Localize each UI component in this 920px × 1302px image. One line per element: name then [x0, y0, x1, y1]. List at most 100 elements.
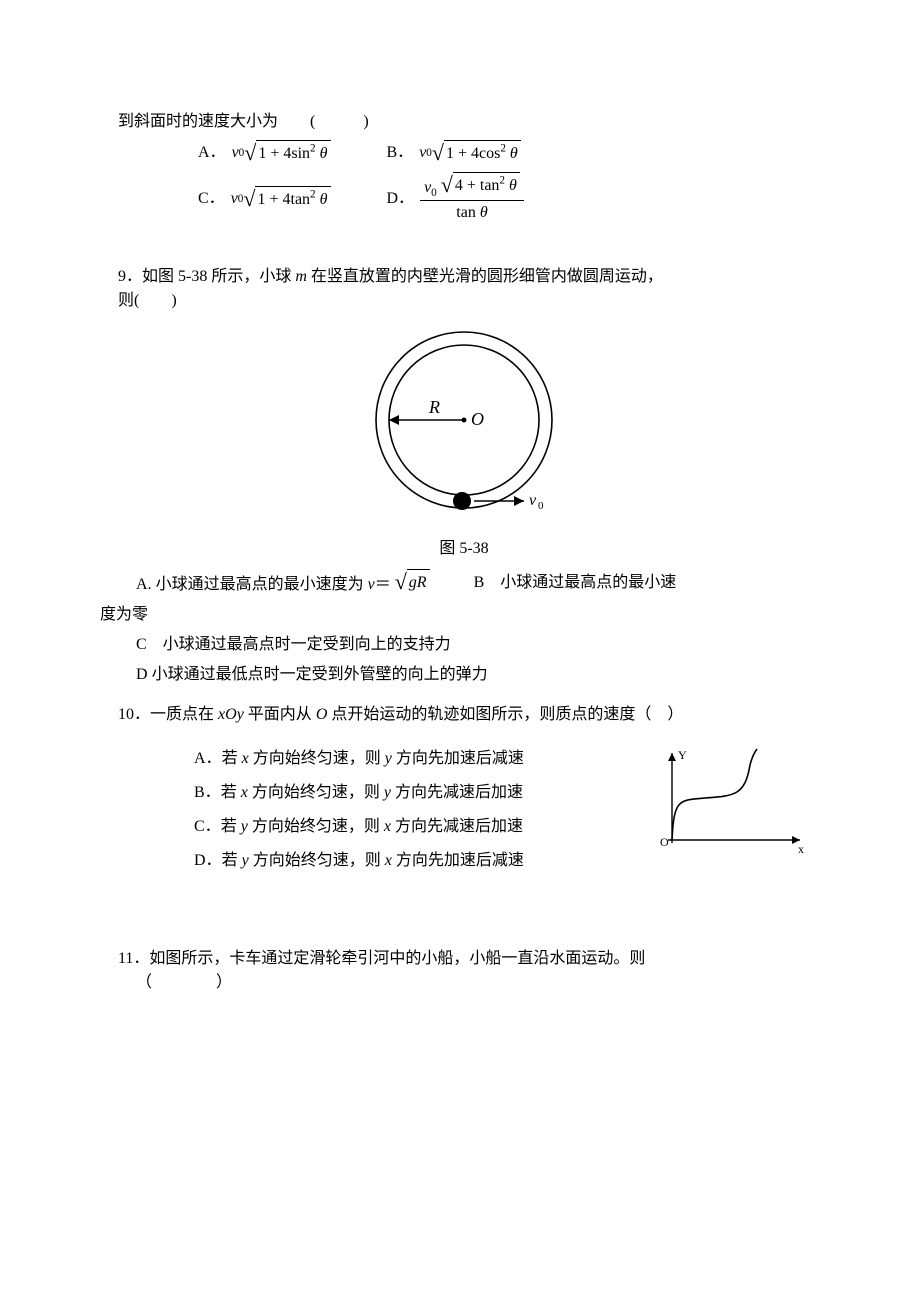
- q9-opt-a-eq: ＝: [375, 576, 391, 593]
- q10-xoy: xOy: [218, 706, 244, 723]
- q10-number: 10．: [118, 706, 150, 723]
- q9-opt-b-prefix: B: [474, 574, 485, 591]
- frag-opt-d-den-arg: θ: [480, 204, 488, 221]
- q10-graph-o: O: [660, 835, 669, 849]
- q10-graph-y: Y: [678, 748, 687, 762]
- q9-opt-a-v: v: [368, 576, 375, 593]
- frag-opt-b-sup: 2: [500, 143, 506, 155]
- frag-opt-c-radprefix: 1 + 4: [257, 191, 290, 208]
- q10-opt-d-x: x: [385, 852, 392, 869]
- q10-opt-d-text-a: 若: [222, 852, 242, 869]
- q9-opt-a-prefix: A.: [136, 576, 152, 593]
- q10-graph: O x Y: [650, 745, 810, 863]
- frag-opt-a-label: A．: [198, 141, 226, 165]
- frag-opt-d-den-func: tan: [456, 204, 476, 221]
- frag-opts-row1: A． v0 √ 1 + 4sin2 θ B． v0 √ 1 + 4cos2 θ: [198, 140, 810, 166]
- q9-opt-c-prefix: C: [136, 636, 147, 653]
- fig-label-v0-v: v: [529, 492, 537, 509]
- q10-text-b: 平面内从: [244, 706, 316, 723]
- q9-line2: 则( ): [118, 289, 810, 313]
- frag-opt-a-func: sin: [291, 145, 310, 162]
- q10-opt-a: A．若 x 方向始终匀速，则 y 方向先加速后减速: [194, 747, 630, 771]
- q10-opt-c-text-c: 方向先减速后加速: [391, 818, 523, 835]
- q9-text-b: 在竖直放置的内壁光滑的圆形细管内做圆周运动，: [307, 268, 663, 285]
- q10-graph-x: x: [798, 842, 804, 855]
- q10-opt-c-y: y: [241, 818, 248, 835]
- frag-opt-c-sqrt: √ 1 + 4tan2 θ: [243, 186, 330, 212]
- q9-opt-row-ab: A. 小球通过最高点的最小速度为 v＝ √gR B 小球通过最高点的最小速: [136, 569, 810, 597]
- q9-opt-a-text: 小球通过最高点的最小速度为: [152, 576, 364, 593]
- frag-opt-c-func: tan: [291, 191, 311, 208]
- q10-opt-b-y: y: [384, 784, 391, 801]
- frag-opt-b-func: cos: [479, 145, 500, 162]
- frag-opt-d-num-radprefix: 4 +: [455, 177, 480, 194]
- fig-label-O: O: [471, 409, 484, 429]
- q10-opt-c: C．若 y 方向始终匀速，则 x 方向先减速后加速: [194, 815, 630, 839]
- frag-opt-a-radprefix: 1 + 4: [258, 145, 291, 162]
- frag-opt-d-num-arg: θ: [509, 177, 517, 194]
- q9-opt-b-text: 小球通过最高点的最小速: [484, 574, 676, 591]
- frag-opt-d-num-sub: 0: [431, 187, 437, 199]
- q10-opt-b-prefix: B．: [194, 784, 221, 801]
- q9-line1: 9．如图 5-38 所示，小球 m 在竖直放置的内壁光滑的圆形细管内做圆周运动，: [118, 265, 810, 289]
- figure-5-38-svg: R O v 0: [359, 325, 569, 525]
- q11-text: 如图所示，卡车通过定滑轮牵引河中的小船，小船一直沿水面运动。则: [149, 950, 645, 967]
- q9-opt-a-R: R: [417, 574, 427, 591]
- frag-opt-a: A． v0 √ 1 + 4sin2 θ: [198, 140, 331, 166]
- q10-opt-b-text-c: 方向先减速后加速: [391, 784, 523, 801]
- q9-number: 9．: [118, 268, 142, 285]
- q10-opt-c-text-b: 方向始终匀速，则: [248, 818, 384, 835]
- q10-opt-a-y: y: [385, 750, 392, 767]
- q10-graph-svg: O x Y: [650, 745, 810, 855]
- frag-opt-d-label: D．: [387, 187, 415, 211]
- frag-line: 到斜面时的速度大小为 ( ): [118, 110, 810, 134]
- q10-opt-a-prefix: A．: [194, 750, 222, 767]
- q10-O: O: [316, 706, 328, 723]
- q9-opt-d-prefix: D: [136, 666, 148, 683]
- q11-stem: 11．如图所示，卡车通过定滑轮牵引河中的小船，小船一直沿水面运动。则: [118, 947, 810, 971]
- frag-opt-b-coef: v: [419, 141, 426, 165]
- q10-text-a: 一质点在: [150, 706, 218, 723]
- q9-m: m: [295, 268, 307, 285]
- q9-opt-c-text: 小球通过最高点时一定受到向上的支持力: [147, 636, 451, 653]
- q10-opt-c-x: x: [384, 818, 391, 835]
- q10-text-c: 点开始运动的轨迹如图所示，则质点的速度（ ）: [327, 706, 683, 723]
- frag-opt-b-sqrt: √ 1 + 4cos2 θ: [432, 140, 521, 166]
- q10-opt-a-text-a: 若: [222, 750, 242, 767]
- q9-opt-c: C 小球通过最高点时一定受到向上的支持力: [136, 633, 810, 657]
- q10-opt-a-x: x: [242, 750, 249, 767]
- q9-opt-b-wrap: 度为零: [100, 603, 810, 627]
- q9-opt-d: D 小球通过最低点时一定受到外管壁的向上的弹力: [136, 663, 810, 687]
- q10-opt-d-y: y: [242, 852, 249, 869]
- figure-5-38-caption: 图 5-38: [118, 537, 810, 561]
- q11-number: 11．: [118, 950, 149, 967]
- q10-opt-a-text-b: 方向始终匀速，则: [249, 750, 385, 767]
- frag-opt-d-num-sup: 2: [499, 175, 505, 187]
- q10-opt-d-text-c: 方向先加速后减速: [392, 852, 524, 869]
- frag-opt-d: D． v0 √ 4 + tan2 θ tan θ: [387, 172, 524, 225]
- frag-opt-a-sqrt: √ 1 + 4sin2 θ: [244, 140, 330, 166]
- frag-opt-b: B． v0 √ 1 + 4cos2 θ: [387, 140, 521, 166]
- figure-5-38: R O v 0 图 5-38: [118, 325, 810, 561]
- q11-paren: （ ）: [136, 971, 810, 995]
- q9-opt-a-g: g: [409, 574, 417, 591]
- frag-opt-a-coef: v: [232, 141, 239, 165]
- q10-opt-b-x: x: [241, 784, 248, 801]
- q9-text-a: 如图 5-38 所示，小球: [142, 268, 295, 285]
- frag-opt-b-label: B．: [387, 141, 414, 165]
- q10-opt-a-text-c: 方向先加速后减速: [392, 750, 524, 767]
- frag-opt-d-frac: v0 √ 4 + tan2 θ tan θ: [420, 172, 524, 225]
- frag-opt-c-coef: v: [231, 187, 238, 211]
- frag-opt-c-arg: θ: [320, 191, 328, 208]
- frag-opt-a-sup: 2: [310, 143, 316, 155]
- frag-opt-d-num-func: tan: [480, 177, 500, 194]
- q10-opt-c-prefix: C．: [194, 818, 221, 835]
- q10-opt-b-text-a: 若: [221, 784, 241, 801]
- frag-opts-row2: C． v0 √ 1 + 4tan2 θ D． v0 √ 4 + tan2 θ: [198, 172, 810, 225]
- q10-opt-b: B．若 x 方向始终匀速，则 y 方向先减速后加速: [194, 781, 630, 805]
- frag-opt-a-arg: θ: [320, 145, 328, 162]
- frag-opt-b-arg: θ: [510, 145, 518, 162]
- frag-opt-c: C． v0 √ 1 + 4tan2 θ: [198, 186, 331, 212]
- frag-opt-c-sup: 2: [310, 188, 316, 200]
- fig-label-R: R: [428, 397, 440, 417]
